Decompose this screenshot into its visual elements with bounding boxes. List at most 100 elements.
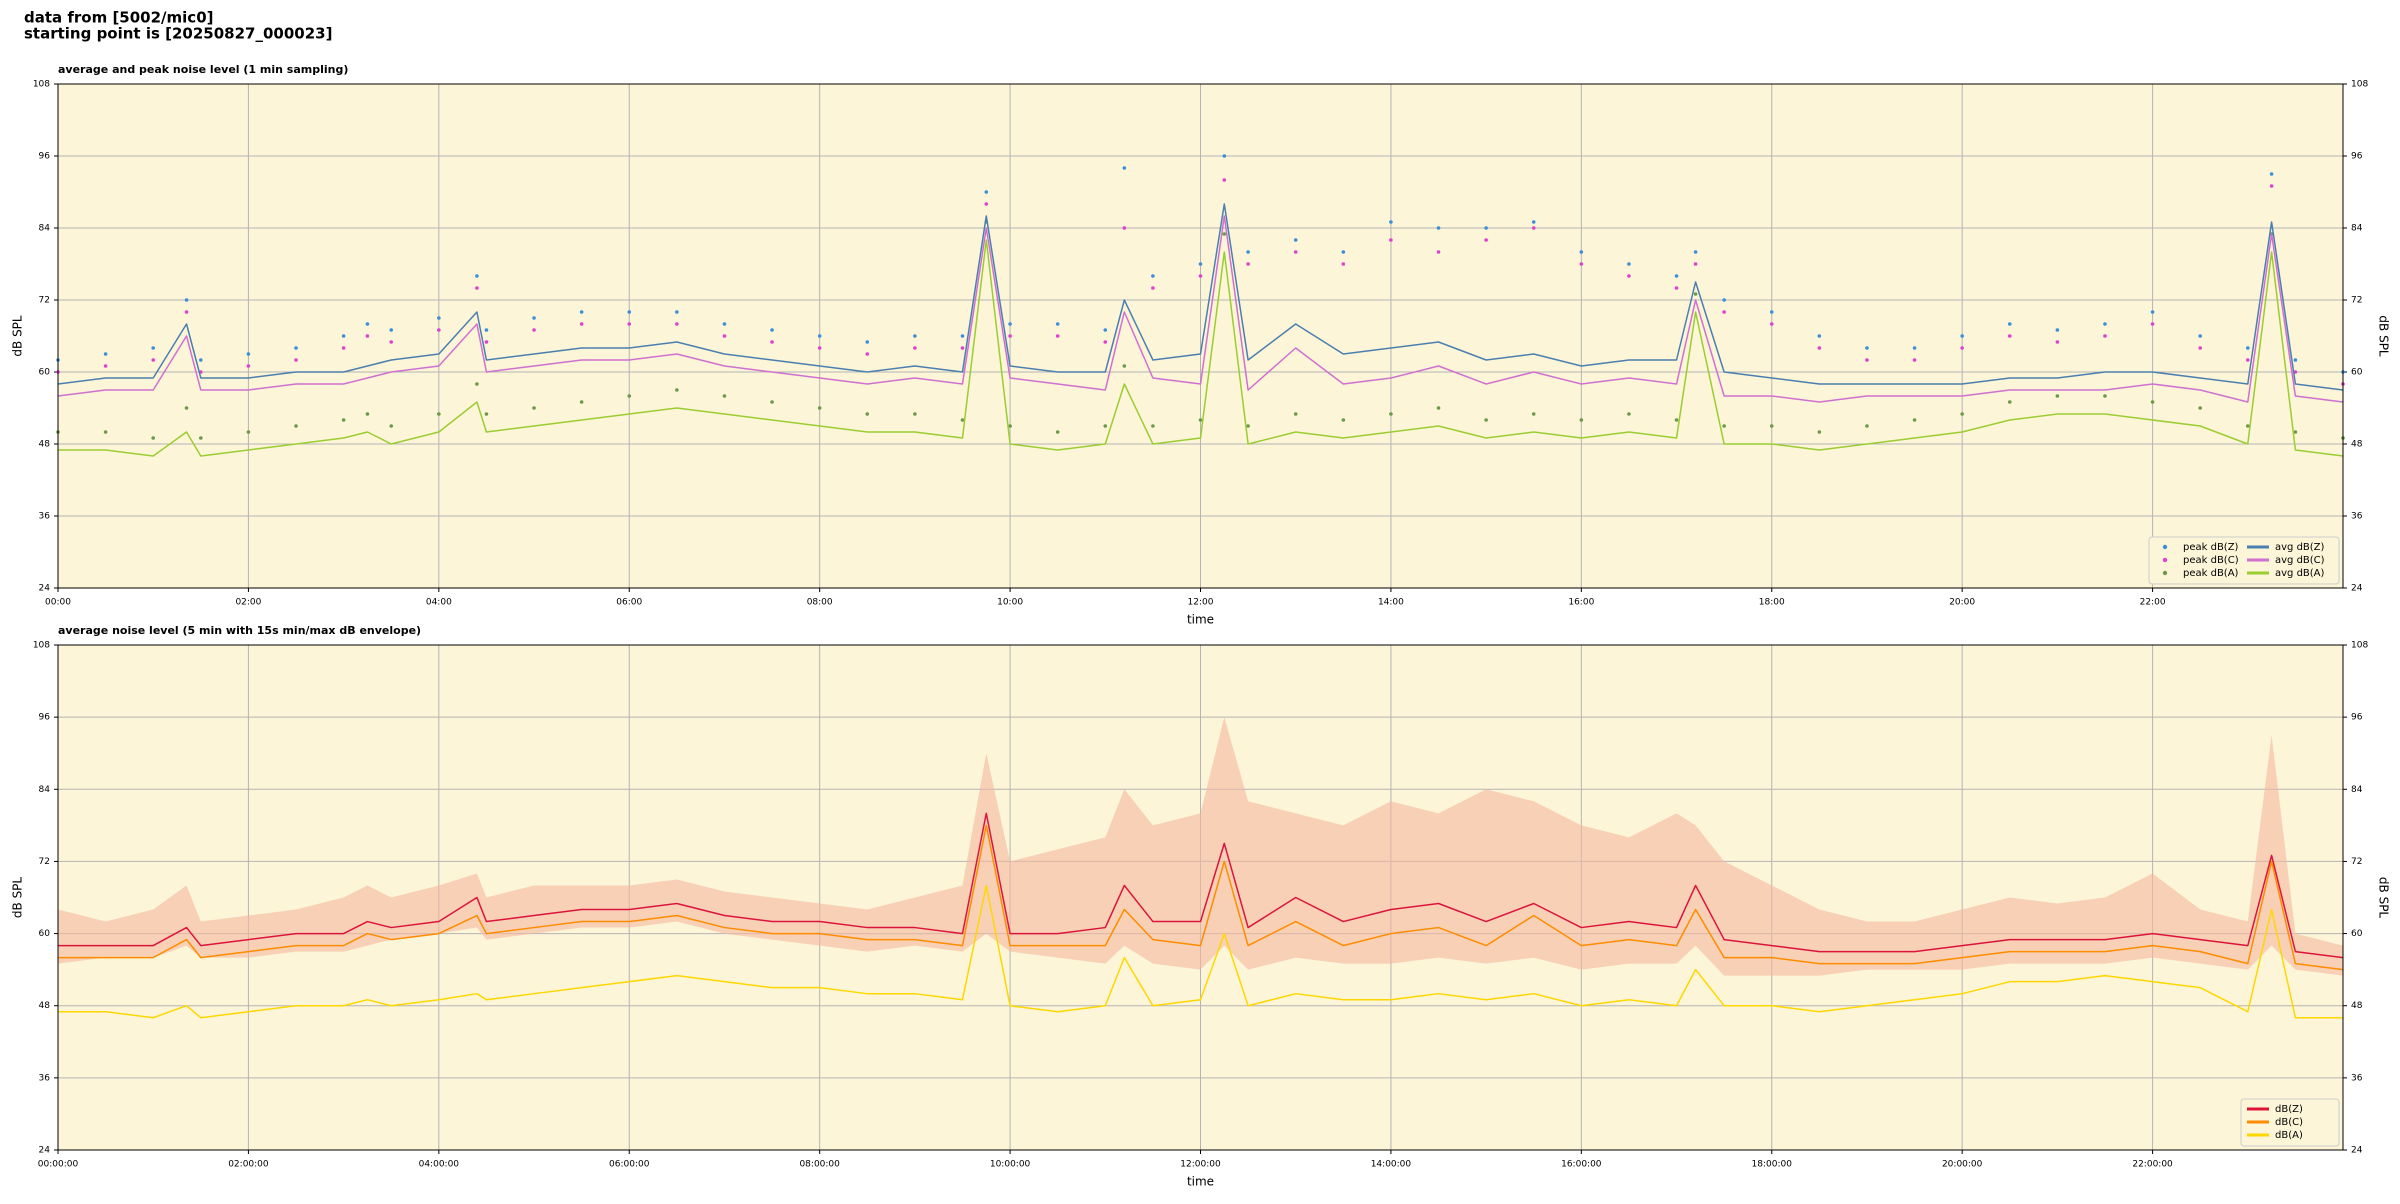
peak-point [1122,166,1127,170]
peak-point [722,322,727,326]
peak-point [2269,184,2274,188]
peak-point [475,286,479,290]
peak-point [1693,250,1698,254]
peak-point [1960,412,1964,416]
peak-point [484,340,489,344]
peak-point [1865,424,1869,428]
peak-point [341,418,346,422]
series-line [57,203,2344,391]
peak-point [1222,178,1227,182]
peak-point [865,352,870,356]
peak-point [1389,238,1393,242]
peak-point [2245,358,2250,362]
y-tick-label: 60 [2351,368,2363,378]
peak-point [365,334,370,338]
peak-point [1484,418,1488,422]
peak-point [2198,406,2202,410]
y-tick-label: 108 [2351,80,2368,90]
peak-point [579,400,584,404]
x-tick-label: 22:00:00 [2132,1160,2173,1170]
peak-point [1246,250,1250,254]
header-line: data from [5002/mic0] [24,9,214,27]
header-line: starting point is [20250827_000023] [24,25,332,43]
peak-point [2150,400,2155,404]
y-tick-label: 84 [2351,224,2363,234]
peak-point [1531,220,1536,224]
peak-point [1693,262,1698,266]
peak-point [1293,238,1298,242]
peak-point [532,328,536,332]
legend-marker [2162,544,2168,550]
peak-point [770,400,774,404]
series-line [58,239,2344,457]
x-tick-label: 20:00 [1949,598,1975,608]
legend-label: peak dB(C) [2183,555,2239,566]
peak-point [1817,430,1822,434]
y-tick-label: 36 [39,512,51,522]
x-tick-label: 02:00 [235,598,261,608]
series-line [57,215,2344,403]
peak-point [913,334,917,338]
peak-point [1484,226,1488,230]
peak-point [341,334,346,338]
peak-point [1484,238,1488,242]
y-tick-label: 72 [2351,857,2362,867]
peak-point [2007,400,2012,404]
peak-point [389,424,394,428]
peak-point [2007,334,2012,338]
y-tick-label: 48 [39,440,51,450]
peak-point [1198,274,1203,278]
peak-point [246,352,251,356]
x-axis-label: time [1187,1175,1214,1189]
peak-point [817,406,822,410]
peak-point [199,358,203,362]
legend-label: avg dB(Z) [2275,542,2325,553]
y-tick-label: 60 [39,368,51,378]
x-tick-label: 04:00:00 [419,1160,460,1170]
peak-point [1293,412,1298,416]
x-tick-label: 16:00 [1568,598,1594,608]
x-axis-label: time [1187,613,1214,627]
x-tick-label: 22:00 [2140,598,2166,608]
peak-point [437,328,441,332]
peak-point [2055,394,2060,398]
y-tick-label: 108 [2351,641,2368,651]
peak-point [770,340,774,344]
peak-point [627,310,632,314]
legend-label: avg dB(A) [2275,568,2325,579]
x-tick-label: 18:00:00 [1752,1160,1793,1170]
peak-point [2198,334,2202,338]
y-tick-label: 24 [39,1146,51,1156]
y-tick-label: 108 [33,80,50,90]
peak-point [1627,412,1631,416]
peak-point [246,364,251,368]
peak-point [184,298,189,302]
peak-point [722,334,727,338]
peak-point [2150,310,2155,314]
peak-point [675,322,679,326]
peak-point [913,346,917,350]
y-tick-label: 36 [39,1073,51,1083]
peak-point [1341,418,1346,422]
x-tick-label: 10:00:00 [990,1160,1031,1170]
peak-point [1055,334,1060,338]
peak-point [579,322,584,326]
peak-point [1817,346,1822,350]
peak-point [151,346,156,350]
peak-point [984,202,989,206]
x-tick-label: 06:00 [616,598,642,608]
peak-point [1122,364,1127,368]
series-line [58,824,2344,971]
y-axis-label: dB SPL [11,315,25,357]
y-tick-label: 36 [2351,512,2363,522]
peak-point [151,436,156,440]
legend-label: peak dB(A) [2183,568,2239,579]
peak-point [1151,286,1155,290]
y-axis-label: dB SPL [11,877,25,919]
peak-point [1341,250,1346,254]
peak-point [1246,262,1250,266]
peak-point [437,316,441,320]
plot-frame [57,644,2344,1151]
peak-point [2245,346,2250,350]
peak-point [817,346,822,350]
